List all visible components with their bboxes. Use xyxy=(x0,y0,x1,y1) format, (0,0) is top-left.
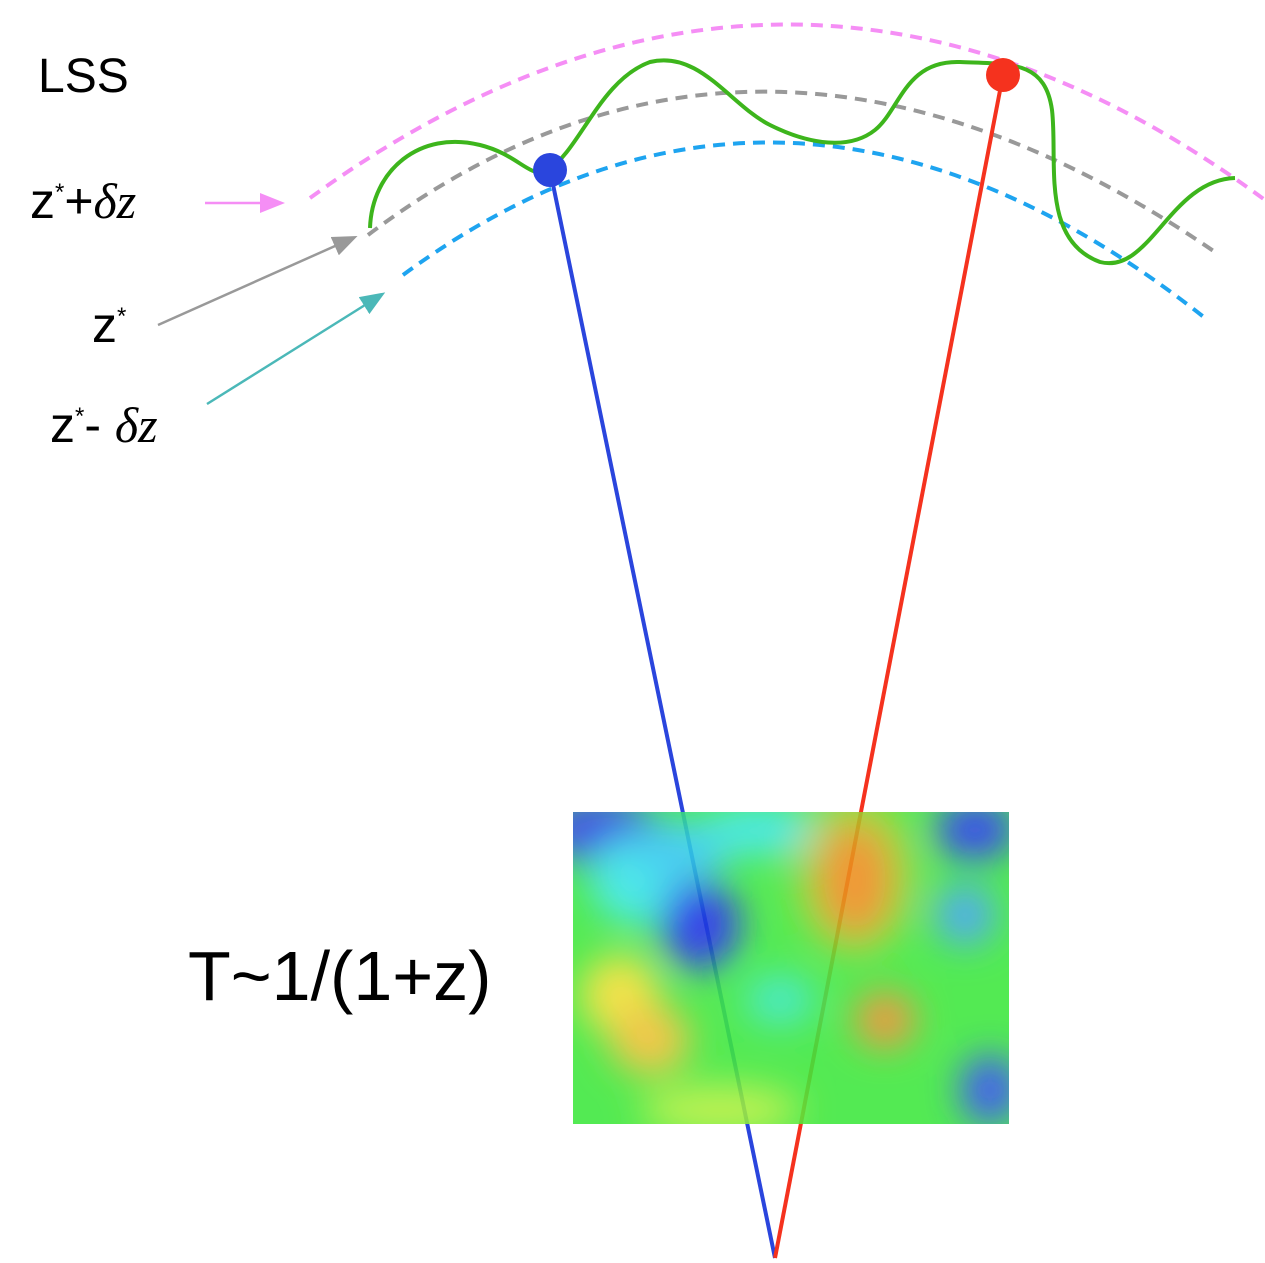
label-star: * xyxy=(55,179,64,206)
middle-label: z* xyxy=(92,297,126,353)
lower-shell xyxy=(401,140,1207,320)
temperature-label: T~1/(1+z) xyxy=(188,937,491,1015)
arrow xyxy=(206,292,386,406)
label-z: z xyxy=(30,173,55,229)
upper-label: z*+δz xyxy=(30,173,136,229)
point xyxy=(533,153,567,187)
temperature-map xyxy=(573,812,1009,1124)
label-dz: δz xyxy=(115,397,158,453)
label-dz: δz xyxy=(94,173,137,229)
label-op: - xyxy=(84,397,115,453)
point xyxy=(986,58,1020,92)
label-z: z xyxy=(50,397,75,453)
label-op: + xyxy=(64,173,93,229)
lower-label: z*- δz xyxy=(50,397,158,453)
label-z: z xyxy=(92,297,117,353)
lss-curve xyxy=(368,58,1236,266)
arrow xyxy=(157,235,358,327)
label-star: * xyxy=(75,403,84,430)
lss-label: LSS xyxy=(38,50,129,103)
upper-shell xyxy=(308,22,1265,202)
middle-shell xyxy=(366,89,1217,254)
label-star: * xyxy=(117,303,126,330)
